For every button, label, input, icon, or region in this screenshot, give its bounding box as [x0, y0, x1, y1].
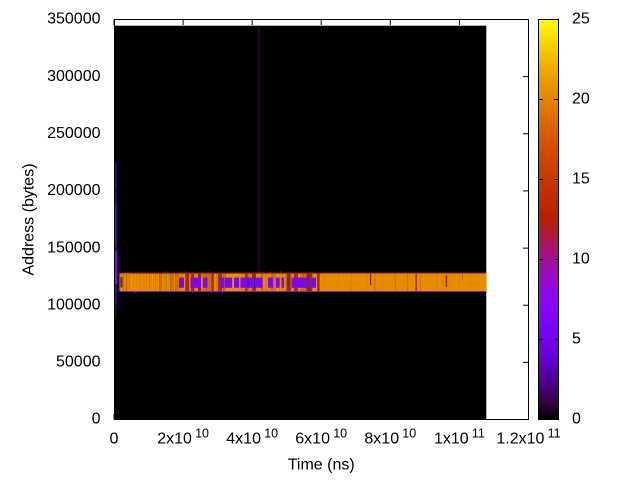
svg-text:25: 25 [572, 11, 590, 28]
svg-text:150000: 150000 [47, 239, 100, 256]
svg-text:200000: 200000 [47, 182, 100, 199]
svg-text:350000: 350000 [47, 11, 100, 28]
svg-text:15: 15 [572, 171, 590, 188]
svg-text:0: 0 [92, 411, 101, 428]
svg-text:50000: 50000 [56, 354, 101, 371]
svg-text:100000: 100000 [47, 296, 100, 313]
svg-text:Address (bytes): Address (bytes) [21, 163, 38, 275]
svg-text:300000: 300000 [47, 68, 100, 85]
svg-text:0: 0 [110, 431, 119, 448]
svg-text:10: 10 [572, 251, 590, 268]
svg-text:0: 0 [572, 411, 581, 428]
svg-text:5: 5 [572, 331, 581, 348]
svg-text:Time (ns): Time (ns) [288, 457, 355, 474]
svg-text:20: 20 [572, 91, 590, 108]
svg-text:250000: 250000 [47, 125, 100, 142]
